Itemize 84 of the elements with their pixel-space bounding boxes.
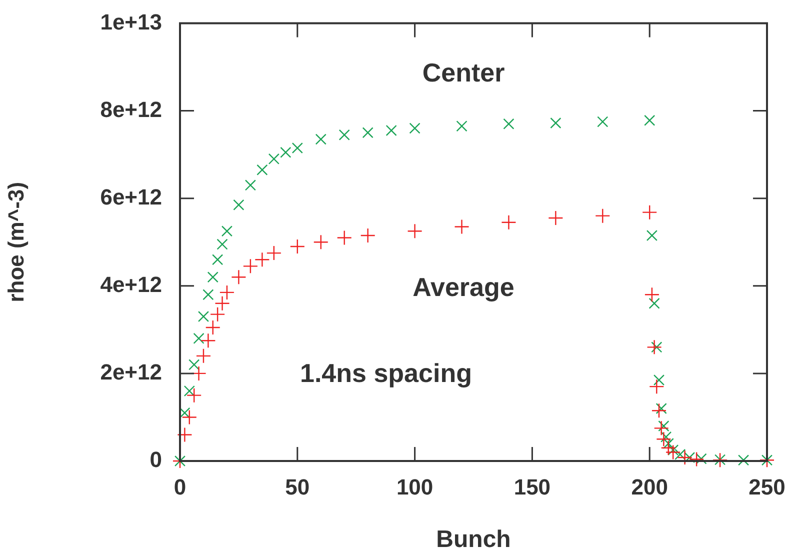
point — [193, 332, 204, 344]
y-axis-title: rhoe (m^-3) — [3, 182, 28, 302]
point — [292, 142, 303, 154]
y-tick-label: 4e+12 — [100, 272, 162, 297]
point — [456, 120, 468, 132]
point — [268, 153, 280, 164]
point — [266, 245, 282, 261]
point — [677, 450, 692, 466]
point — [290, 238, 305, 254]
point — [338, 129, 350, 140]
y-tick-label: 8e+12 — [100, 96, 162, 122]
point — [196, 348, 212, 364]
point — [231, 270, 246, 285]
point — [649, 378, 664, 394]
point — [198, 310, 210, 322]
point — [177, 427, 192, 442]
x-tick-label: 200 — [631, 474, 668, 500]
point — [254, 252, 270, 268]
point — [216, 238, 228, 250]
point — [313, 234, 328, 250]
point — [653, 374, 665, 386]
point — [188, 359, 200, 370]
point — [738, 454, 750, 466]
point — [184, 385, 195, 396]
point — [386, 124, 397, 136]
point — [656, 402, 667, 414]
point — [688, 452, 704, 467]
point — [668, 444, 679, 456]
point — [454, 219, 470, 234]
x-axis-title: Bunch — [436, 526, 511, 554]
point — [362, 127, 374, 138]
point — [202, 289, 214, 300]
point — [233, 199, 244, 210]
point — [644, 114, 656, 126]
point — [662, 438, 674, 450]
point — [501, 214, 516, 230]
point — [186, 388, 202, 403]
point — [219, 284, 235, 300]
point — [548, 210, 564, 226]
point — [407, 224, 422, 239]
point — [214, 296, 230, 311]
point — [696, 453, 707, 464]
y-tick-label: 1e+13 — [100, 9, 162, 34]
point — [642, 204, 658, 220]
point — [205, 320, 220, 336]
series-label: Center — [422, 57, 505, 88]
point — [648, 298, 660, 309]
point — [280, 146, 292, 158]
point — [595, 208, 610, 224]
series-label: Average — [412, 272, 514, 302]
y-tick-label: 0 — [150, 447, 162, 472]
x-tick-label: 50 — [285, 474, 310, 500]
point — [646, 340, 662, 355]
point — [409, 122, 420, 134]
point — [360, 228, 376, 244]
point — [684, 452, 696, 464]
point — [210, 306, 226, 322]
point — [242, 258, 258, 274]
point — [212, 254, 224, 266]
point — [256, 164, 268, 176]
point — [200, 333, 216, 348]
point — [315, 134, 326, 145]
x-tick-label: 150 — [514, 474, 551, 500]
x-tick-label: 100 — [396, 474, 434, 500]
x-tick-label: 250 — [748, 474, 786, 500]
point — [674, 448, 686, 460]
point — [207, 272, 218, 283]
point — [665, 444, 681, 460]
annotation: 1.4ns spacing — [300, 358, 472, 388]
point — [651, 403, 667, 418]
y-tick-label: 2e+12 — [100, 360, 162, 385]
point — [651, 342, 662, 353]
point — [597, 116, 608, 128]
point — [644, 287, 660, 302]
point — [182, 410, 197, 425]
x-tick-label: 0 — [174, 474, 186, 500]
point — [191, 366, 206, 382]
point — [336, 230, 352, 246]
point — [244, 180, 256, 191]
point — [221, 226, 233, 237]
y-tick-label: 6e+12 — [100, 184, 162, 210]
point — [550, 117, 562, 129]
point — [646, 230, 658, 242]
point — [503, 118, 514, 130]
